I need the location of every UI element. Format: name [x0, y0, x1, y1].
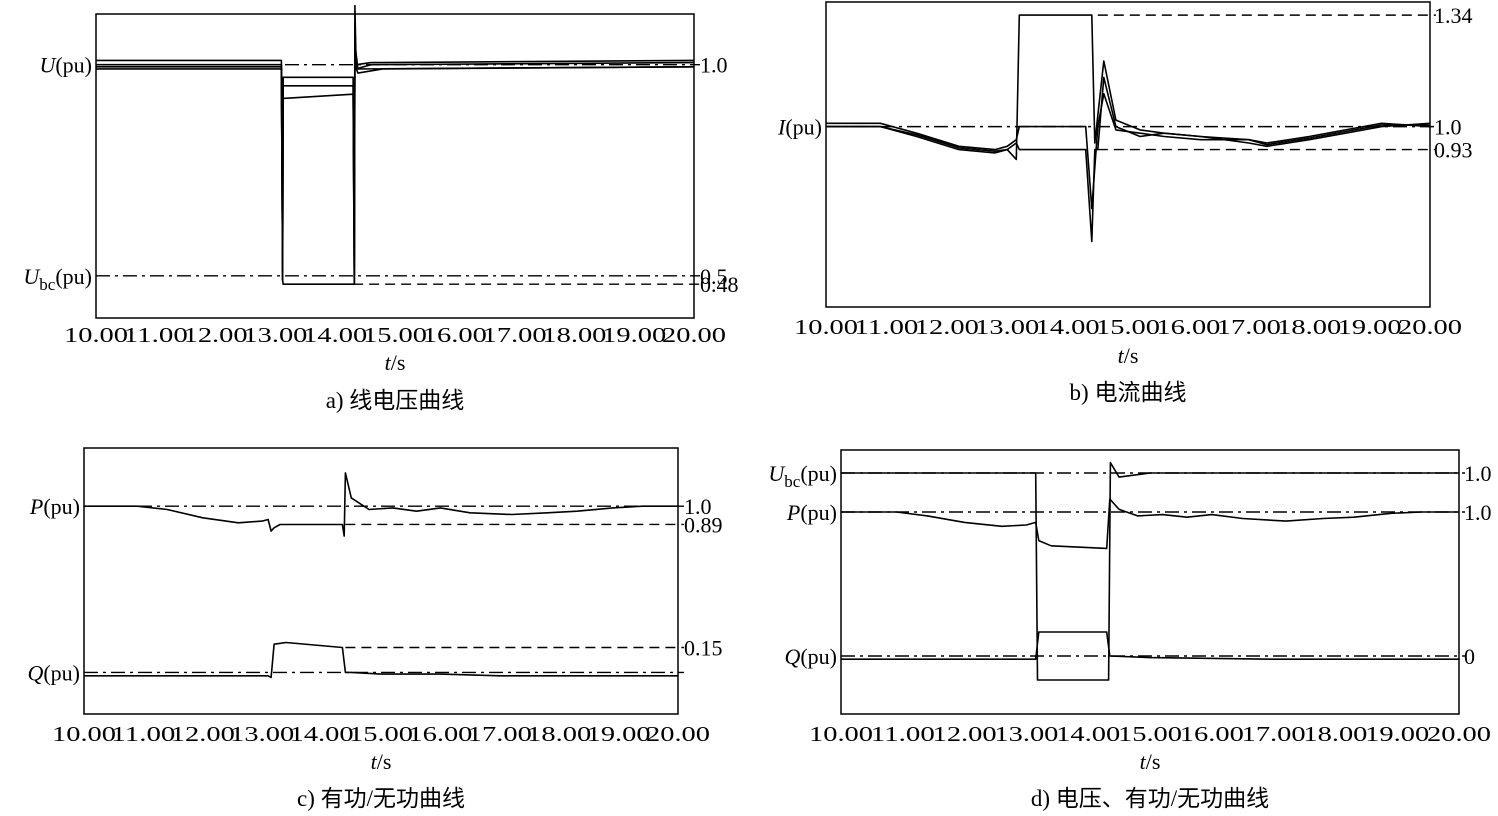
x-tick-label: 13.00 — [243, 323, 307, 347]
series-line-q — [841, 631, 1459, 660]
plot-frame — [840, 449, 1460, 715]
x-tick-label: 16.00 — [408, 722, 472, 746]
x-axis-label: t/s — [371, 749, 392, 774]
x-tick-label: 19.00 — [602, 323, 666, 347]
series-line-ubc — [841, 461, 1459, 681]
series-line-p — [841, 498, 1459, 550]
x-tick-label: 20.00 — [1427, 722, 1491, 746]
plot-frame — [83, 447, 679, 715]
x-tick-label: 15.00 — [363, 323, 427, 347]
series-line-2 — [826, 14, 1430, 161]
left-axis-label: P(pu) — [29, 494, 80, 519]
x-tick-label: 19.00 — [1365, 722, 1429, 746]
series-line-q — [84, 641, 678, 679]
x-tick-label: 11.00 — [854, 315, 918, 339]
x-tick-label: 19.00 — [1338, 315, 1402, 339]
chart-panel-a: 10.0011.0012.0013.0014.0015.0016.0017.00… — [23, 4, 739, 413]
x-tick-label: 10.00 — [64, 323, 128, 347]
right-value-label: 0.15 — [684, 636, 723, 661]
x-tick-label: 14.00 — [303, 323, 367, 347]
right-value-label: 1.0 — [1464, 500, 1492, 525]
x-tick-label: 18.00 — [527, 722, 591, 746]
x-axis-label: t/s — [1140, 749, 1161, 774]
x-tick-label: 16.00 — [1156, 315, 1220, 339]
left-axis-label: P(pu) — [786, 500, 837, 525]
plot-frame — [95, 13, 695, 319]
x-tick-label: 15.00 — [1096, 315, 1160, 339]
left-axis-label: Ubc(pu) — [768, 461, 837, 491]
right-value-label: 1.0 — [1464, 461, 1492, 486]
right-value-label: 1.0 — [684, 494, 712, 519]
x-tick-label: 10.00 — [809, 722, 873, 746]
x-tick-label: 16.00 — [1180, 722, 1244, 746]
x-tick-label: 15.00 — [1118, 722, 1182, 746]
chart-caption: b) 电流曲线 — [1070, 380, 1187, 405]
series-line-p — [84, 472, 678, 537]
chart-panel-c: 10.0011.0012.0013.0014.0015.0016.0017.00… — [27, 447, 723, 811]
chart-caption: c) 有功/无功曲线 — [297, 786, 465, 811]
x-tick-label: 10.00 — [52, 722, 116, 746]
x-tick-label: 20.00 — [662, 323, 726, 347]
x-tick-label: 14.00 — [1056, 722, 1120, 746]
right-value-label: 0.5 — [700, 264, 728, 289]
x-tick-label: 16.00 — [423, 323, 487, 347]
x-tick-label: 12.00 — [171, 722, 235, 746]
x-tick-label: 11.00 — [871, 722, 935, 746]
chart-panel-b: 10.0011.0012.0013.0014.0015.0016.0017.00… — [777, 1, 1473, 405]
series-line-2 — [96, 42, 695, 285]
x-tick-label: 14.00 — [290, 722, 354, 746]
left-axis-label: Ubc(pu) — [23, 264, 92, 294]
x-tick-label: 20.00 — [1398, 315, 1462, 339]
x-tick-label: 17.00 — [1217, 315, 1281, 339]
x-tick-label: 13.00 — [230, 722, 294, 746]
x-tick-label: 12.00 — [933, 722, 997, 746]
left-axis-label: Q(pu) — [784, 644, 837, 669]
x-tick-label: 20.00 — [646, 722, 710, 746]
right-value-label: 0.93 — [1434, 138, 1473, 163]
plot-frame — [825, 1, 1431, 308]
right-value-label: 1.0 — [700, 53, 728, 78]
left-axis-label: U(pu) — [39, 53, 92, 78]
x-tick-label: 18.00 — [1277, 315, 1341, 339]
series-line-3 — [96, 63, 695, 285]
x-tick-label: 12.00 — [915, 315, 979, 339]
left-axis-label: Q(pu) — [27, 660, 80, 685]
series-line-0 — [826, 76, 1431, 243]
x-tick-label: 12.00 — [184, 323, 248, 347]
x-tick-label: 17.00 — [483, 323, 547, 347]
chart-caption: d) 电压、有功/无功曲线 — [1031, 786, 1269, 811]
right-value-label: 1.0 — [1434, 115, 1462, 140]
x-tick-label: 17.00 — [1242, 722, 1306, 746]
right-value-label: 1.34 — [1434, 3, 1473, 28]
x-axis-label: t/s — [385, 350, 406, 375]
series-line-1 — [826, 93, 1431, 210]
x-tick-label: 19.00 — [587, 722, 651, 746]
x-axis-label: t/s — [1118, 343, 1139, 368]
x-tick-label: 18.00 — [1303, 722, 1367, 746]
right-value-label: 0.48 — [700, 272, 739, 297]
series-line-0 — [96, 4, 695, 277]
x-tick-label: 11.00 — [124, 323, 188, 347]
left-axis-label: I(pu) — [777, 115, 822, 140]
x-tick-label: 11.00 — [111, 722, 175, 746]
x-tick-label: 18.00 — [542, 323, 606, 347]
chart-caption: a) 线电压曲线 — [326, 388, 465, 413]
x-tick-label: 13.00 — [994, 722, 1058, 746]
x-tick-label: 14.00 — [1036, 315, 1100, 339]
x-tick-label: 17.00 — [468, 722, 532, 746]
x-tick-label: 15.00 — [349, 722, 413, 746]
x-tick-label: 13.00 — [975, 315, 1039, 339]
chart-panel-d: 10.0011.0012.0013.0014.0015.0016.0017.00… — [768, 449, 1492, 811]
right-value-label: 0 — [1464, 644, 1475, 669]
right-value-label: 0.89 — [684, 512, 723, 537]
x-tick-label: 10.00 — [794, 315, 858, 339]
